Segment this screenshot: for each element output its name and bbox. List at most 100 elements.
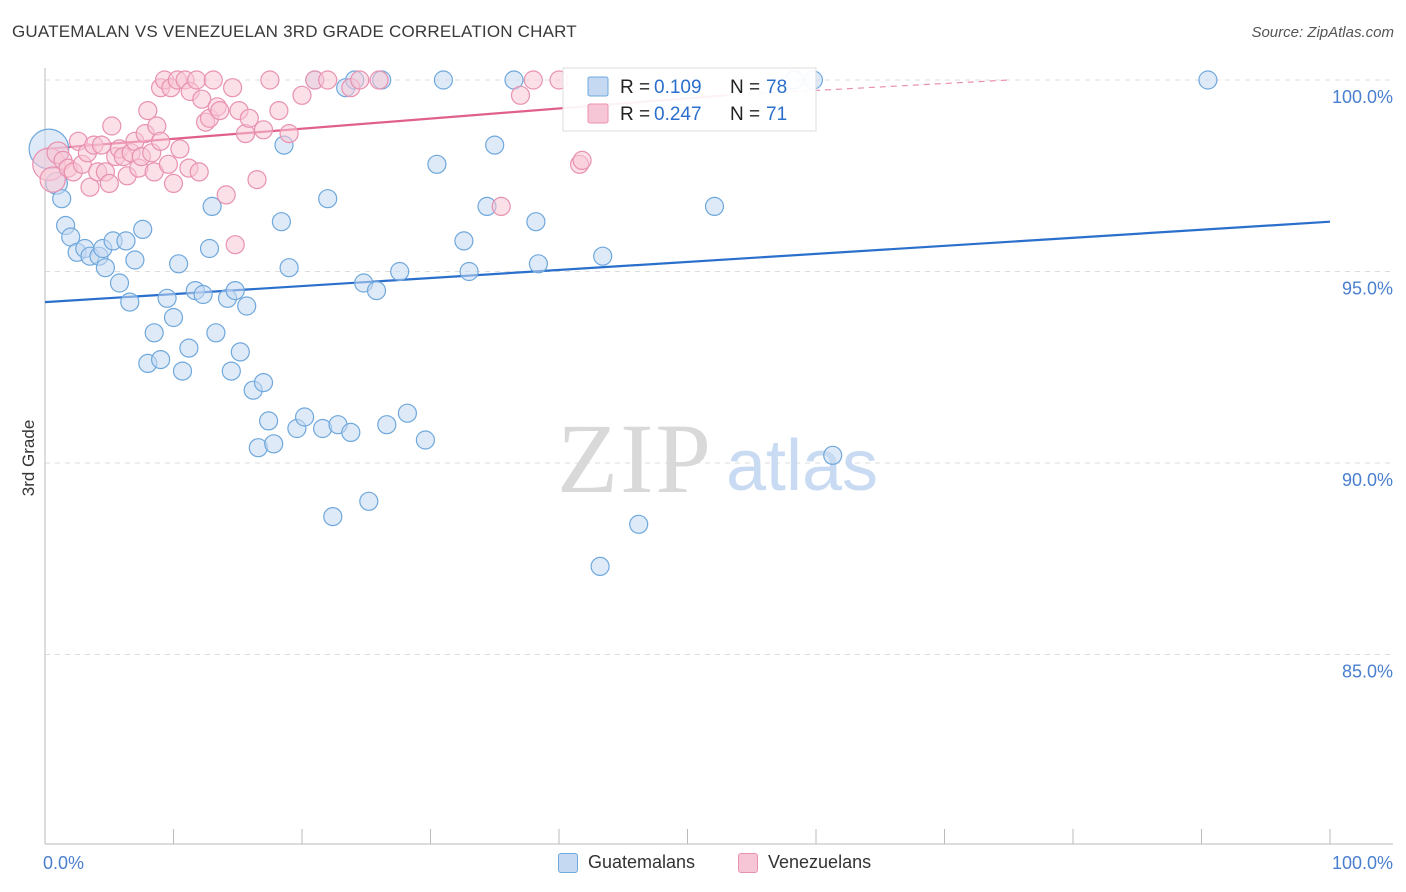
legend-n-value-venezuelans: 71 — [766, 104, 787, 125]
y-tick-label-1: 95.0% — [1342, 279, 1393, 299]
guatemalans-point-38 — [259, 411, 279, 431]
legend-n-value-guatemalans: 78 — [766, 77, 787, 98]
gridlines — [45, 79, 1393, 655]
guatemalans-point-27 — [199, 238, 220, 259]
legend-n-label-1: N = — [730, 77, 760, 98]
legend-swatch-venezuelans — [587, 103, 609, 124]
guatemalans-point-68 — [526, 212, 546, 232]
venezuelans-point-42 — [192, 89, 212, 109]
guatemalans-point-66 — [485, 135, 505, 155]
venezuelans-point-54 — [247, 170, 267, 190]
guatemalans-point-47 — [318, 189, 338, 209]
venezuelans-point-61 — [318, 70, 338, 90]
venezuelans-point-64 — [369, 70, 389, 90]
venezuelans-point-47 — [210, 100, 230, 121]
guatemalans-point-33 — [230, 342, 250, 362]
guatemalans-point-51 — [341, 422, 361, 442]
y-axis-label: 3rd Grade — [19, 420, 38, 497]
guatemalans-point-76 — [823, 445, 843, 465]
venezuelans-point-48 — [216, 185, 236, 205]
legend-r-label-2: R = — [620, 104, 650, 125]
venezuelans-point-49 — [223, 78, 243, 98]
guatemalans-point-22 — [169, 254, 189, 274]
guatemalans-point-32 — [225, 281, 245, 301]
guatemalans-point-34 — [237, 296, 257, 316]
guatemalans-point-14 — [120, 292, 140, 312]
guatemalans-point-37 — [253, 373, 274, 393]
axes — [44, 68, 1393, 845]
legend-swatch-guatemalans — [587, 76, 609, 97]
venezuelans-point-15 — [102, 116, 122, 136]
guatemalans-point-29 — [206, 323, 226, 343]
guatemalans-point-77 — [1198, 70, 1218, 90]
guatemalans-swatch — [558, 852, 578, 873]
venezuelans-point-12 — [91, 135, 112, 155]
legend-item-guatemalans[interactable]: Guatemalans — [558, 852, 695, 873]
guatemalans-point-48 — [323, 506, 343, 527]
watermark-atlas: atlas — [726, 426, 878, 506]
venezuelans-point-14 — [99, 173, 119, 193]
y-tick-label-3: 85.0% — [1342, 662, 1393, 682]
venezuelans-point-32 — [158, 154, 178, 174]
guatemalans-point-19 — [151, 350, 171, 370]
chart-title: GUATEMALAN VS VENEZUELAN 3RD GRADE CORRE… — [12, 22, 577, 41]
guatemalans-point-58 — [390, 261, 410, 282]
venezuelans-point-70 — [572, 150, 592, 170]
venezuelans-point-63 — [350, 70, 370, 90]
legend-n-label-2: N = — [730, 104, 760, 125]
legend-item-venezuelans[interactable]: Venezuelans — [738, 852, 871, 873]
guatemalans-point-28 — [202, 196, 222, 216]
guatemalans-point-15 — [125, 250, 145, 270]
x-axis-max-label: 100.0% — [1332, 853, 1393, 873]
guatemalans-point-64 — [454, 231, 474, 251]
y-tick-label-0: 100.0% — [1332, 87, 1393, 107]
watermark-zip: ZIP — [557, 403, 713, 514]
venezuelans-swatch — [738, 852, 758, 873]
guatemalans-point-21 — [163, 307, 184, 328]
venezuelans-point-1 — [39, 166, 66, 193]
guatemalans-point-13 — [116, 231, 136, 251]
guatemalans-point-18 — [144, 323, 164, 343]
venezuelans-point-25 — [138, 100, 158, 121]
guatemalans-point-40 — [271, 212, 291, 232]
guatemalans-point-61 — [427, 154, 447, 174]
venezuelans-point-58 — [279, 124, 299, 144]
guatemalans-point-70 — [590, 556, 610, 577]
guatemalans-point-31 — [221, 361, 241, 381]
y-tick-label-2: 90.0% — [1342, 470, 1393, 490]
legend-label-venezuelans: Venezuelans — [768, 852, 872, 872]
legend-r-value-venezuelans: 0.247 — [654, 104, 702, 125]
guatemalans-point-62 — [433, 70, 453, 90]
guatemalans-point-42 — [279, 258, 299, 278]
guatemalans-point-69 — [528, 254, 549, 274]
guatemalans-point-60 — [415, 430, 435, 450]
guatemalans-point-10 — [95, 258, 116, 278]
venezuelans-point-55 — [253, 120, 274, 140]
correlation-legend: R = 0.109 N = 78 R = 0.247 N = 71 — [562, 67, 817, 132]
series-venezuelans — [32, 70, 592, 255]
guatemalans-point-2 — [52, 189, 72, 209]
guatemalans-point-59 — [397, 403, 417, 423]
guatemalans-point-73 — [704, 196, 725, 216]
legend-label-guatemalans: Guatemalans — [588, 852, 696, 872]
series-legend: Guatemalans Venezuelans — [0, 852, 1406, 878]
venezuelans-point-66 — [510, 85, 531, 105]
guatemalans-point-57 — [377, 415, 397, 435]
venezuelans-point-40 — [187, 70, 207, 90]
guatemalans-point-24 — [179, 338, 199, 358]
venezuelans-point-34 — [163, 173, 184, 193]
guatemalans-point-71 — [593, 246, 613, 266]
venezuelans-point-56 — [260, 70, 280, 90]
guatemalans-point-72 — [629, 514, 649, 534]
y-tick-labels: 100.0% 95.0% 90.0% 85.0% — [1332, 87, 1393, 682]
venezuelans-point-45 — [203, 70, 223, 90]
guatemalans-point-63 — [459, 261, 479, 282]
venezuelans-point-59 — [292, 85, 312, 105]
trend-line-guatemalans — [44, 220, 1331, 304]
venezuelans-point-41 — [189, 162, 209, 182]
venezuelans-point-29 — [151, 131, 171, 151]
guatemalans-point-55 — [366, 281, 387, 301]
guatemalans-point-39 — [264, 434, 284, 454]
venezuelans-point-9 — [80, 177, 100, 197]
